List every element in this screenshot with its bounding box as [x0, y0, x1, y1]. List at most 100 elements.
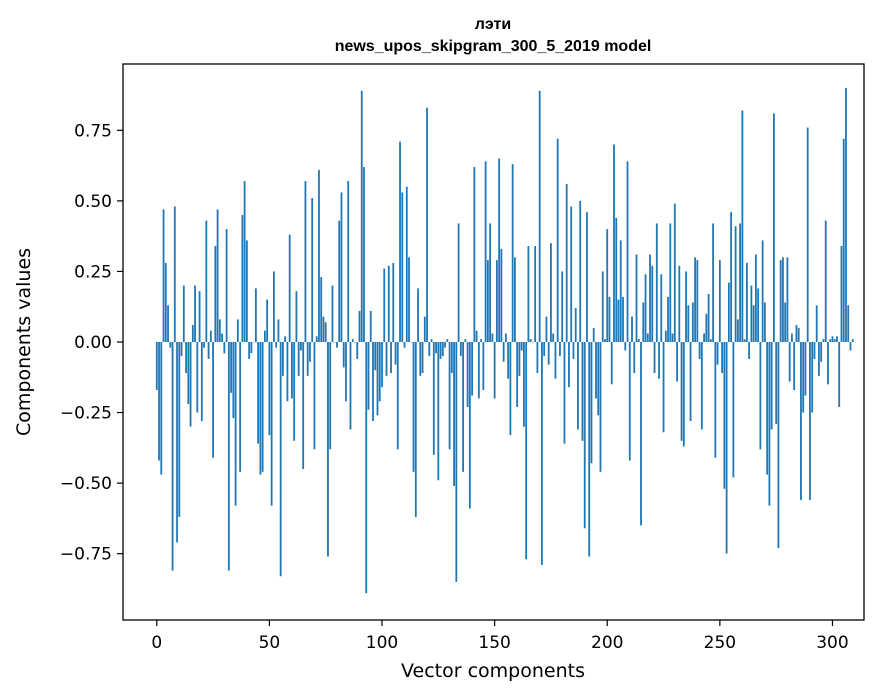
bar: [288, 234, 291, 342]
bar: [727, 282, 730, 342]
bar: [773, 113, 775, 342]
bar: [520, 342, 523, 351]
bar: [748, 342, 751, 359]
bar: [574, 308, 577, 342]
bar: [700, 342, 703, 430]
bar: [426, 107, 428, 342]
bar: [164, 262, 167, 342]
bar: [764, 302, 766, 342]
bar: [682, 342, 685, 447]
bar: [838, 342, 841, 407]
bar: [198, 291, 201, 342]
bar: [464, 339, 467, 342]
bar: [691, 302, 694, 342]
bar: [277, 319, 280, 342]
bar: [304, 181, 307, 342]
bar: [405, 186, 408, 342]
bar: [173, 206, 176, 342]
bar: [185, 342, 187, 374]
bar: [633, 342, 636, 374]
bar: [374, 342, 377, 371]
bar: [401, 192, 404, 342]
bar: [275, 342, 278, 348]
bar: [504, 333, 507, 342]
bar-series: [155, 87, 854, 594]
bar: [669, 223, 672, 342]
bar: [613, 144, 615, 342]
bar: [236, 319, 239, 342]
bar: [324, 322, 327, 342]
bar: [615, 217, 618, 342]
bar: [599, 342, 602, 472]
bar: [189, 342, 192, 427]
bar: [795, 325, 798, 342]
bar: [309, 342, 311, 362]
bar: [694, 257, 696, 342]
bar: [601, 271, 604, 342]
bar: [349, 342, 352, 430]
bar: [502, 342, 505, 362]
bar: [498, 158, 501, 342]
bar: [637, 339, 640, 342]
bar: [484, 161, 487, 342]
bar: [770, 342, 773, 430]
bar: [745, 262, 748, 342]
bar: [394, 342, 397, 365]
bar: [716, 342, 719, 365]
bar: [207, 342, 210, 359]
bar: [480, 339, 483, 342]
bar: [777, 342, 780, 549]
bar: [833, 339, 836, 342]
bar: [306, 342, 309, 376]
bar: [534, 246, 537, 342]
y-tick-label: −0.75: [60, 545, 112, 565]
bar: [754, 254, 757, 342]
bar: [725, 342, 728, 554]
bar: [568, 342, 570, 388]
bar: [511, 164, 514, 342]
bar: [631, 316, 633, 342]
bar: [529, 339, 532, 342]
bar: [268, 342, 271, 436]
bar: [797, 327, 800, 342]
bar: [590, 342, 593, 464]
bar: [218, 319, 221, 342]
bar: [604, 339, 606, 342]
bar: [459, 342, 462, 357]
bar: [322, 316, 325, 342]
bar: [577, 342, 579, 430]
bar: [284, 336, 287, 342]
bar: [563, 342, 566, 444]
bar: [541, 342, 543, 565]
bar: [232, 342, 235, 419]
bar: [788, 342, 791, 382]
bar: [782, 257, 784, 342]
bar: [626, 161, 629, 342]
bar: [518, 342, 521, 376]
bar: [412, 342, 415, 472]
bar: [331, 285, 334, 342]
y-axis-label: Components values: [13, 248, 35, 436]
bar: [489, 223, 492, 342]
bar: [245, 240, 248, 342]
bar: [655, 223, 658, 342]
bar: [347, 181, 350, 342]
bar: [721, 342, 724, 374]
bar: [597, 342, 600, 416]
bar: [403, 342, 406, 348]
bar: [793, 342, 796, 390]
bar: [538, 90, 541, 342]
bar: [827, 342, 829, 385]
bar: [570, 206, 573, 342]
bar: [768, 342, 771, 506]
bar: [739, 223, 742, 342]
bar: [455, 342, 458, 582]
bar: [822, 339, 825, 342]
bar: [743, 339, 746, 342]
bar: [572, 342, 575, 359]
bar: [291, 342, 293, 399]
bar: [243, 181, 246, 342]
bar: [545, 316, 548, 342]
bar: [736, 319, 739, 342]
bar: [813, 342, 816, 359]
